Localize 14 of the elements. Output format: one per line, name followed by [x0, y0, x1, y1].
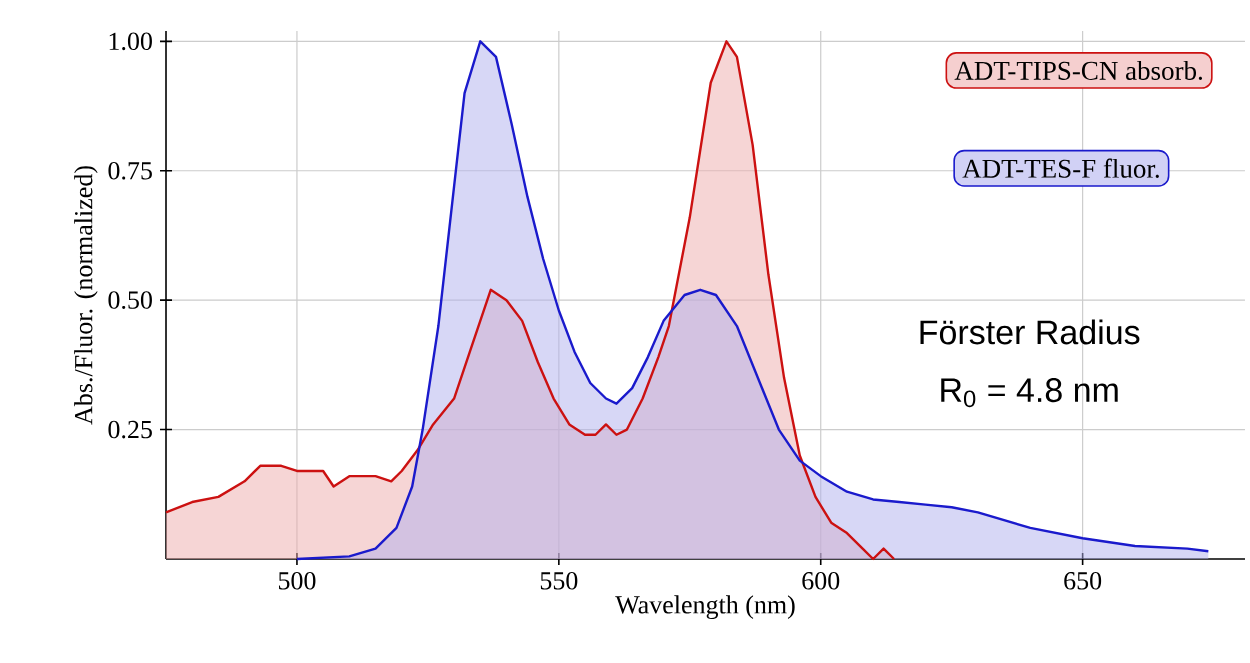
y-tick-label: 1.00 — [109, 32, 152, 51]
y-tick-label: 0.50 — [108, 291, 152, 309]
y-tick-label: 0.25 — [108, 420, 152, 439]
y-axis-title: Abs./Fluor. (normalized) — [74, 166, 98, 425]
x-tick-label: 650 — [1064, 572, 1102, 590]
legend-label: ADT-TES-F fluor. — [962, 158, 1159, 178]
legend-label: ADT-TIPS-CN absorb. — [954, 60, 1203, 81]
y-tick-label: 0.75 — [108, 161, 152, 180]
x-tick-label: 550 — [540, 572, 578, 590]
annotation: R$_{0}$ = 4.8 nm — [941, 378, 1118, 408]
x-tick-label: 600 — [802, 572, 840, 590]
annotation: Förster Radius — [920, 319, 1140, 345]
x-axis-title: Wavelength (nm) — [615, 595, 795, 619]
x-tick-label: 500 — [278, 572, 316, 590]
